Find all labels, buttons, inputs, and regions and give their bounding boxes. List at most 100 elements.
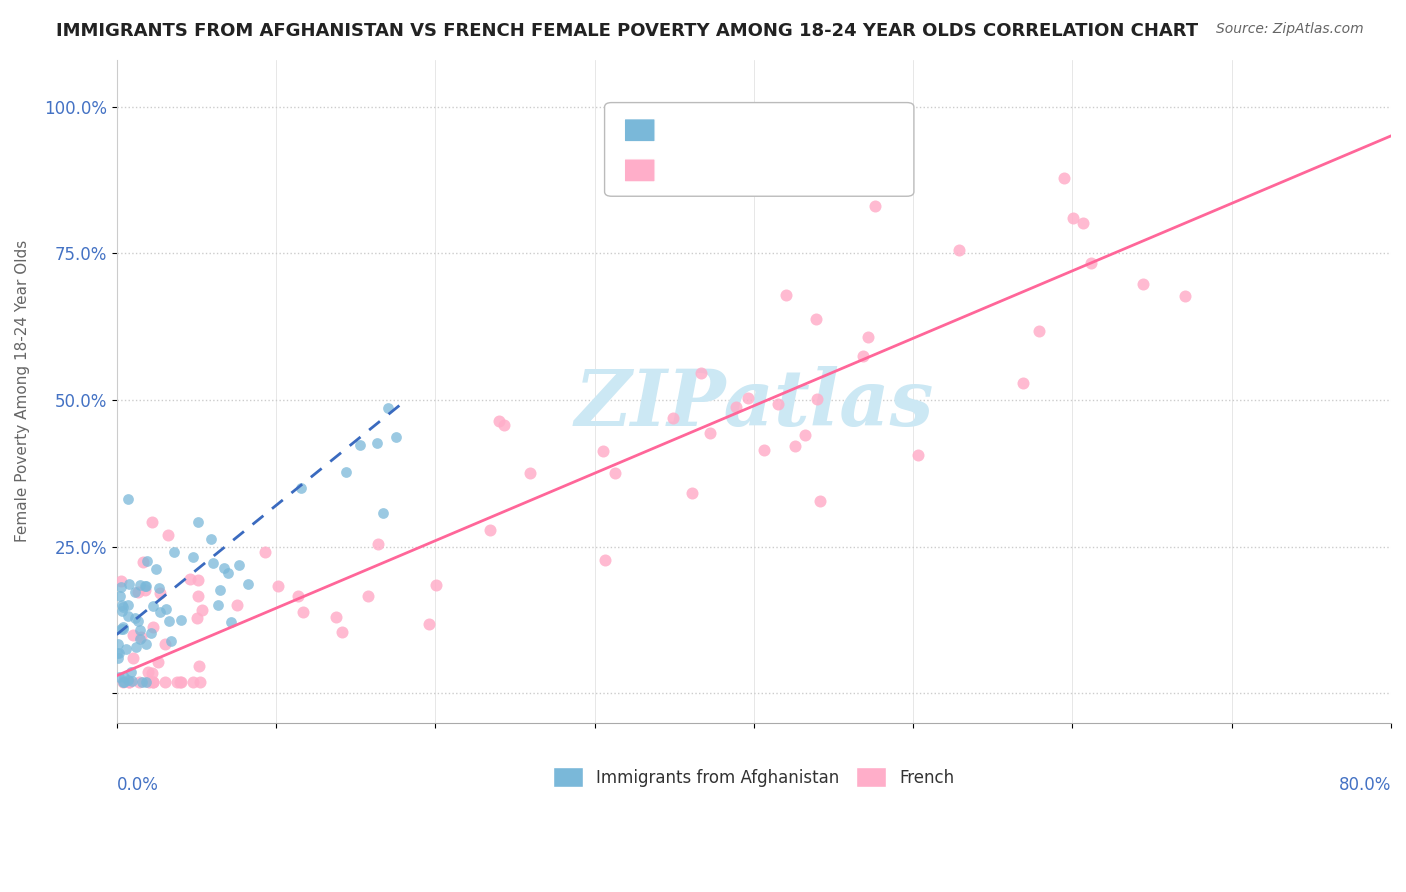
Point xyxy=(492,418,515,433)
Point xyxy=(118,674,141,689)
Point xyxy=(292,605,315,619)
Point xyxy=(134,582,156,597)
Point xyxy=(142,674,165,689)
Point xyxy=(418,617,440,632)
Text: 0.0%: 0.0% xyxy=(117,776,159,794)
Text: ZIPatlas: ZIPatlas xyxy=(574,366,934,442)
Point xyxy=(373,506,395,520)
Point xyxy=(201,556,224,570)
Point xyxy=(155,602,177,616)
Point xyxy=(479,524,502,538)
Point xyxy=(191,603,214,617)
Point xyxy=(187,574,209,588)
Point xyxy=(907,448,929,462)
Point xyxy=(186,610,208,624)
Point xyxy=(118,674,141,689)
Point xyxy=(948,243,970,257)
Point xyxy=(1080,255,1102,269)
Point xyxy=(120,665,142,680)
Point xyxy=(136,665,159,680)
Point xyxy=(170,674,193,689)
Text: R = 0.626   N = 79: R = 0.626 N = 79 xyxy=(665,158,849,176)
Point xyxy=(141,674,163,689)
Point xyxy=(169,674,191,689)
Point xyxy=(766,397,789,411)
Point xyxy=(153,637,176,651)
Point xyxy=(752,443,775,458)
Point xyxy=(662,411,685,425)
Point xyxy=(332,624,354,639)
Point xyxy=(111,674,134,689)
Text: 80.0%: 80.0% xyxy=(1339,776,1391,794)
Point xyxy=(856,330,879,344)
Point xyxy=(357,590,380,604)
Point xyxy=(488,414,510,428)
Point xyxy=(228,558,250,572)
Point xyxy=(603,466,626,480)
Point xyxy=(349,438,371,452)
Point xyxy=(187,659,209,673)
Point xyxy=(111,599,134,613)
Point xyxy=(105,646,128,660)
Point xyxy=(142,620,165,634)
Point xyxy=(267,578,290,592)
Point xyxy=(366,435,388,450)
Point xyxy=(125,640,148,654)
Point xyxy=(117,673,139,687)
Point xyxy=(148,655,170,669)
Point xyxy=(1071,216,1094,230)
Point xyxy=(132,555,155,569)
Point xyxy=(129,632,152,647)
Point xyxy=(737,391,759,405)
Point xyxy=(170,613,193,627)
Point xyxy=(124,584,146,599)
Point xyxy=(157,614,180,628)
Point xyxy=(107,651,129,665)
Point xyxy=(135,637,157,651)
Point xyxy=(117,598,139,612)
Point xyxy=(287,589,309,603)
Point xyxy=(111,604,134,618)
Point xyxy=(135,553,157,567)
Point xyxy=(115,642,138,657)
Point xyxy=(148,582,170,596)
Point xyxy=(808,494,831,508)
Point xyxy=(166,674,188,689)
Point xyxy=(110,574,132,588)
Point xyxy=(852,349,875,363)
Text: R = 0.578   N = 65: R = 0.578 N = 65 xyxy=(665,119,849,136)
Point xyxy=(187,516,209,530)
Point xyxy=(107,670,129,684)
Point xyxy=(110,580,132,594)
Point xyxy=(1174,289,1197,303)
Point xyxy=(181,549,204,564)
Point xyxy=(1011,376,1033,390)
Point xyxy=(806,312,828,326)
Point xyxy=(179,572,201,586)
Point xyxy=(129,624,152,638)
Point xyxy=(212,561,235,575)
Point xyxy=(188,674,211,689)
Point xyxy=(112,620,135,634)
Point xyxy=(221,615,243,629)
Point xyxy=(122,628,145,642)
Point xyxy=(254,545,277,559)
Point xyxy=(141,665,163,680)
Point xyxy=(236,577,259,591)
Point xyxy=(806,392,828,406)
Point xyxy=(325,610,347,624)
Point xyxy=(127,584,149,599)
Point xyxy=(112,670,135,684)
Point xyxy=(112,674,135,689)
Point xyxy=(149,605,172,619)
Point xyxy=(128,578,150,592)
Point xyxy=(290,481,312,495)
Point xyxy=(141,515,163,529)
Point xyxy=(217,566,239,580)
Point xyxy=(162,545,184,559)
Point xyxy=(377,401,399,415)
Point xyxy=(122,650,145,665)
Legend: Immigrants from Afghanistan, French: Immigrants from Afghanistan, French xyxy=(547,760,962,794)
Point xyxy=(107,637,129,651)
Point xyxy=(785,439,807,453)
